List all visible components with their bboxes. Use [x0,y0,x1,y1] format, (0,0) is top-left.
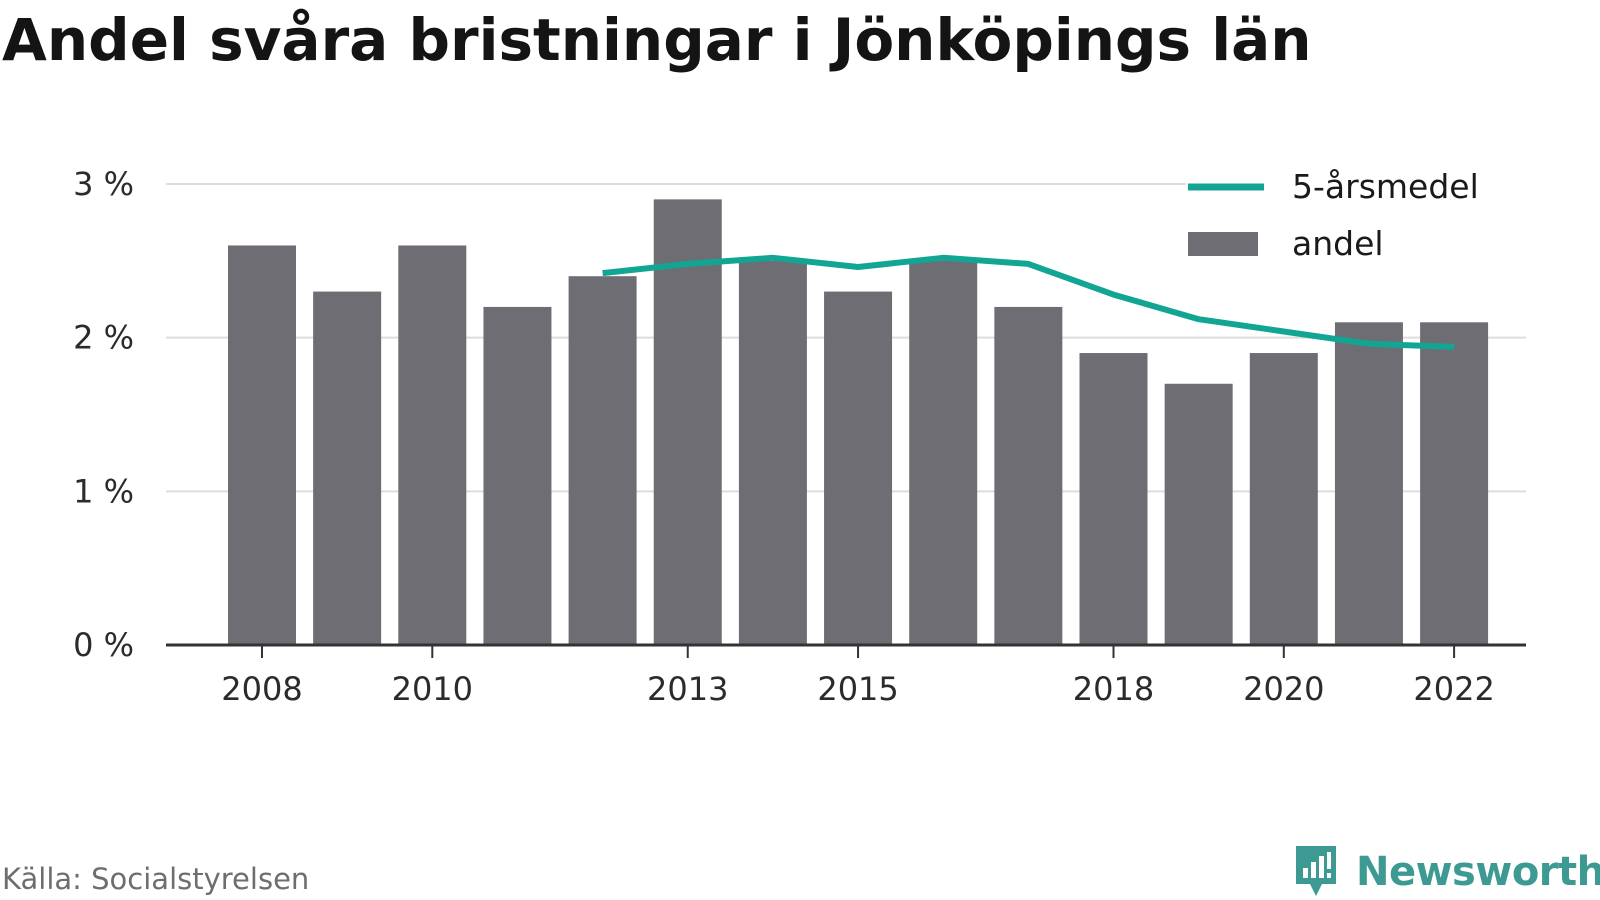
bar-line-chart: 0 % 1 % 2 % 3 % 2008 2010 2013 2015 2018 2020 202… [73,165,1526,708]
bar-2020 [1249,353,1318,645]
y-tick-label: 1 % [73,472,134,510]
bar-2012 [568,276,637,645]
x-tick-label: 2015 [817,670,898,708]
bars [228,199,1489,645]
x-tick-label: 2013 [647,670,728,708]
x-tick-label: 2008 [221,670,302,708]
x-tick-label: 2010 [392,670,473,708]
y-tick-label: 3 % [73,165,134,203]
brand-name: Newsworthy [1356,849,1600,895]
chart-title: Andel svåra bristningar i Jönköpings län [2,6,1312,74]
bar-2009 [313,291,382,645]
source-note: Källa: Socialstyrelsen [2,862,310,896]
y-tick-label: 0 % [73,626,134,664]
bar-2015 [824,291,893,645]
bar-2008 [228,245,296,645]
legend-label-average: 5-årsmedel [1292,167,1479,206]
bar-2017 [994,306,1063,645]
x-tick-label: 2020 [1243,670,1324,708]
bar-2011 [483,306,552,645]
legend: 5-årsmedel andel [1186,167,1526,280]
newsworthy-brand[interactable]: Newsworthy [1292,842,1600,900]
newsworthy-logo-icon [1296,846,1336,896]
bar-2016 [909,260,978,645]
bar-2013 [653,199,722,645]
legend-bar-swatch [1188,232,1258,256]
y-axis-ticks: 0 % 1 % 2 % 3 % [73,165,134,664]
bar-2021 [1334,322,1403,645]
bar-2014 [738,260,807,645]
bar-2019 [1164,383,1233,645]
bar-2022 [1420,322,1489,645]
x-tick-label: 2018 [1073,670,1154,708]
x-tick-label: 2022 [1413,670,1494,708]
bar-2010 [398,245,467,645]
average-line-layer [602,254,1455,350]
series-line-5-arsmedel [602,254,1455,350]
y-tick-label: 2 % [73,319,134,357]
bar-2018 [1079,353,1148,645]
legend-label-share: andel [1292,224,1384,263]
x-axis-ticks: 2008 2010 2013 2015 2018 2020 2022 [221,645,1495,708]
